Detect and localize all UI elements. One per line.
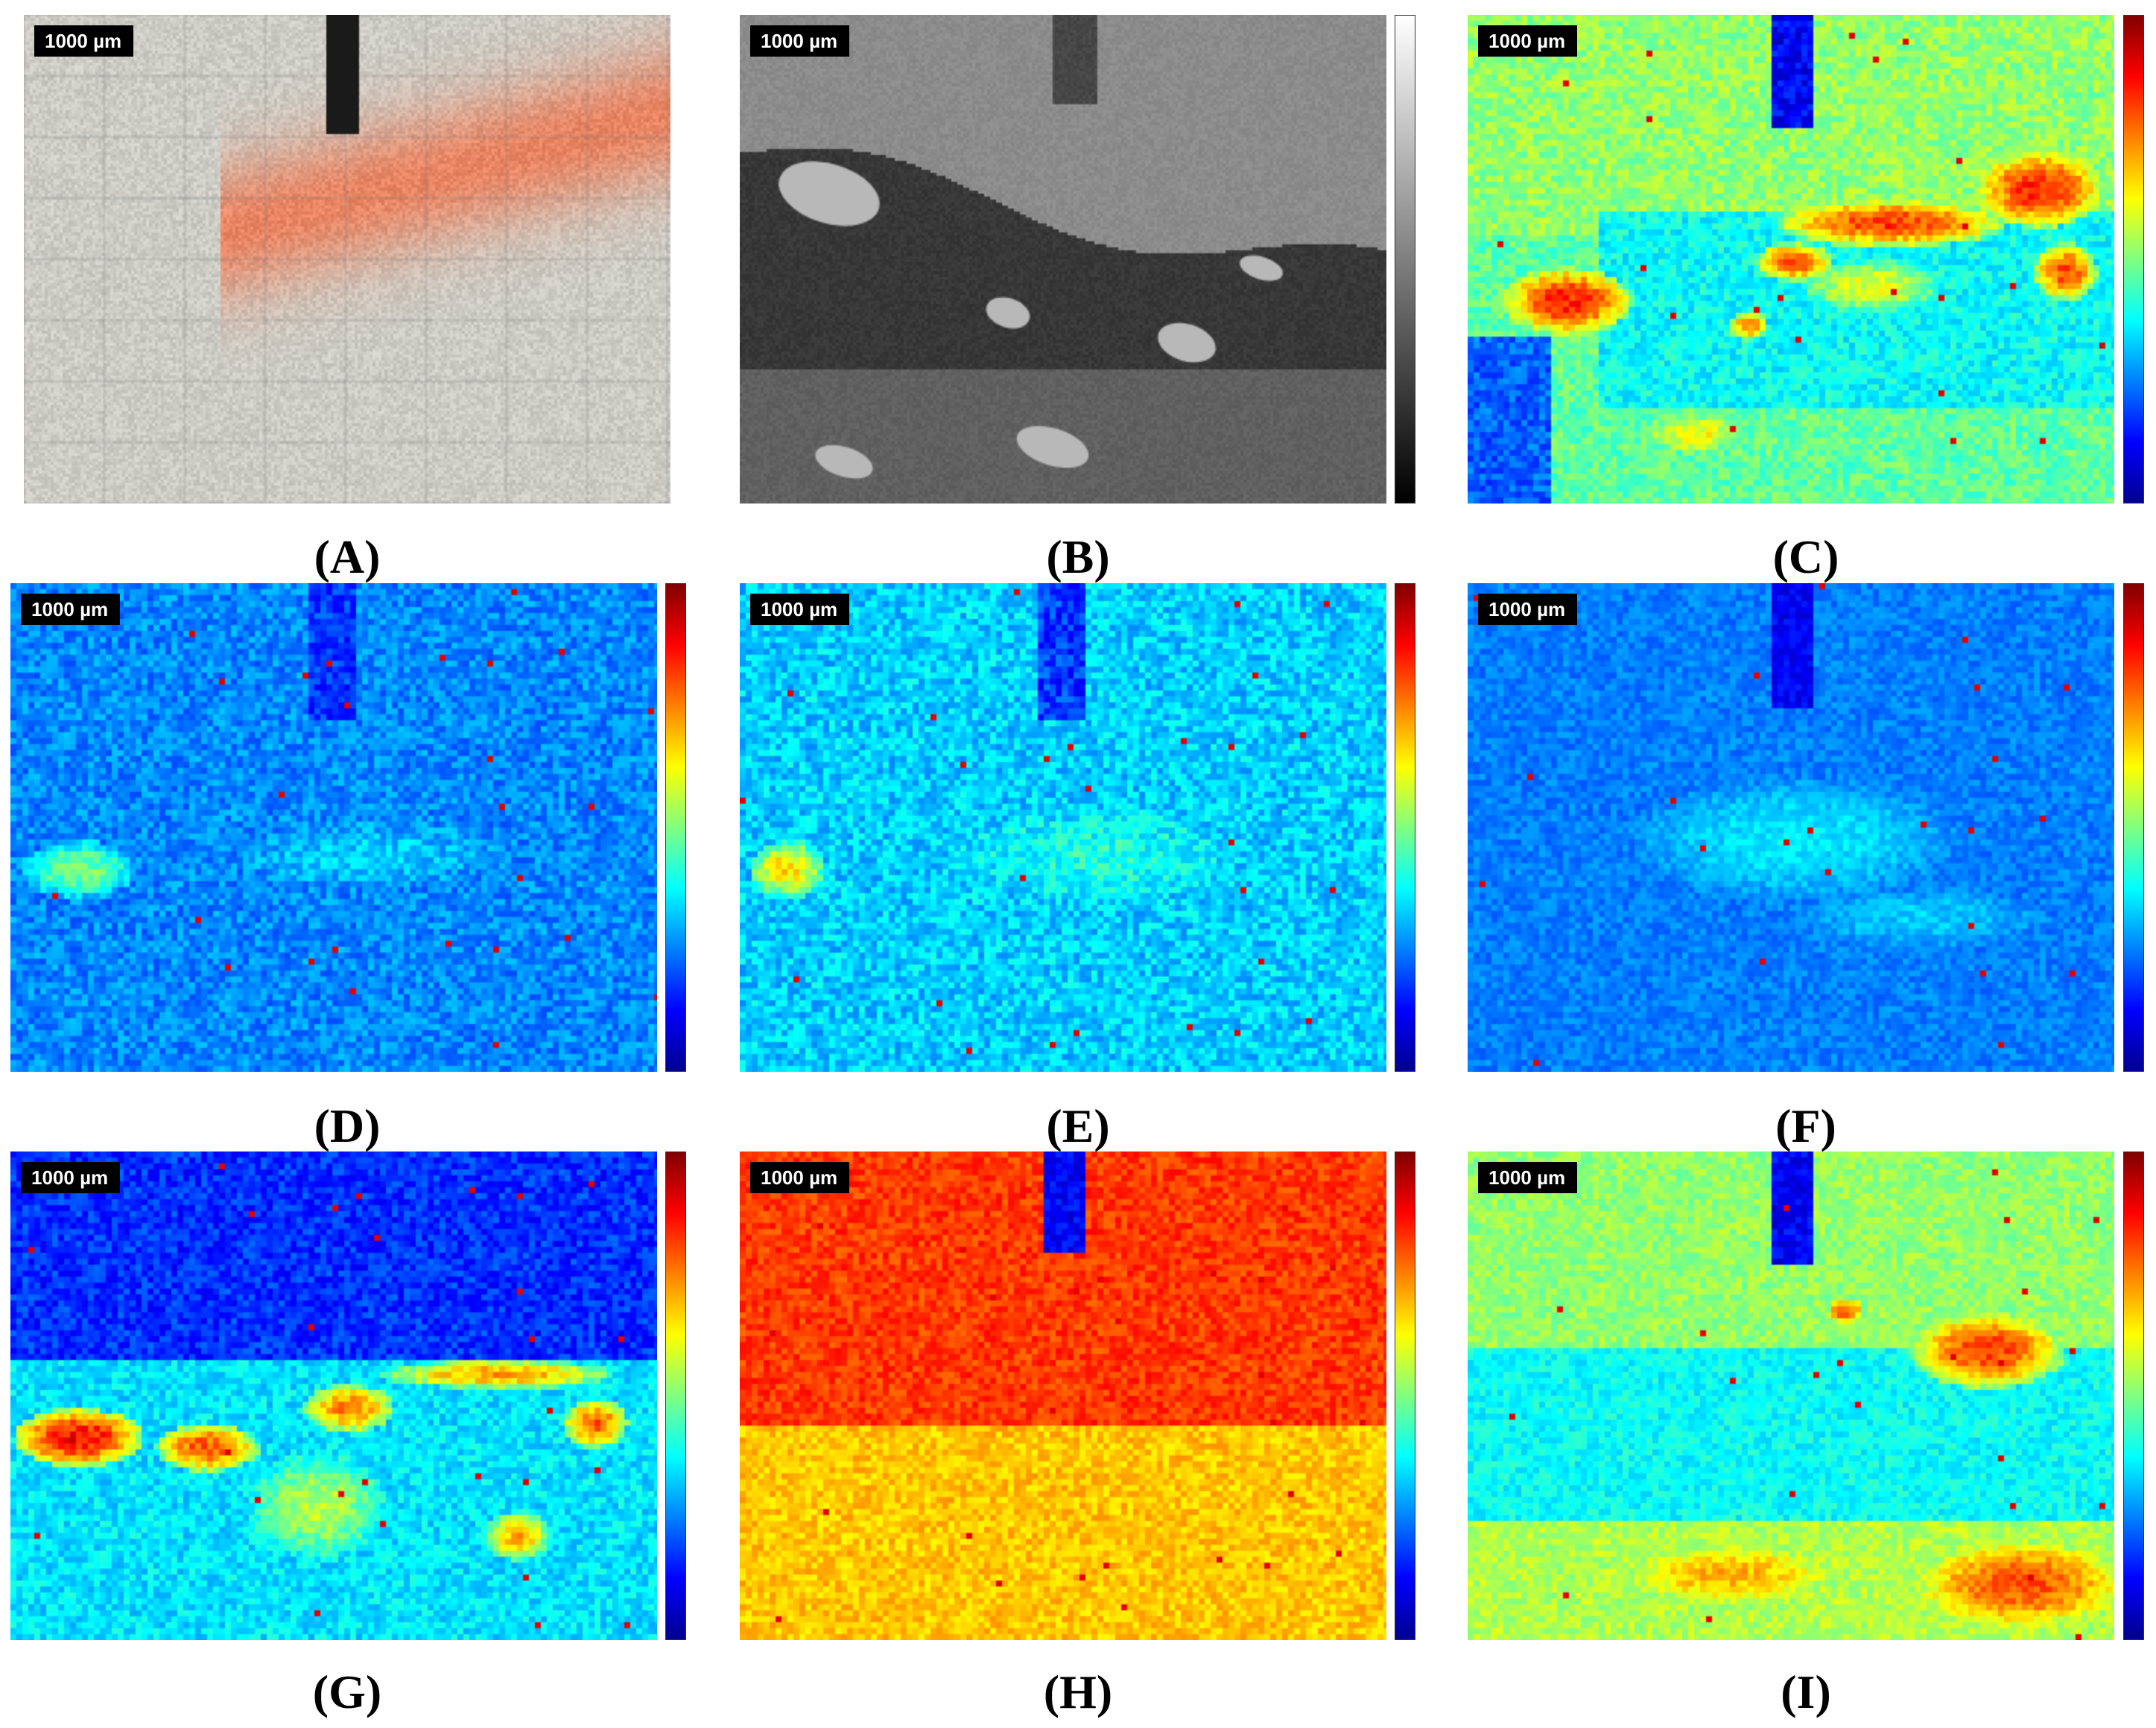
heatmap: 1000 µm xyxy=(1468,583,2114,1072)
panel-caption: (C) xyxy=(1772,530,1839,583)
scale-bar: 1000 µm xyxy=(1478,1162,1578,1193)
jet-colorbar xyxy=(2123,583,2144,1072)
panel-caption: (D) xyxy=(314,1099,381,1152)
scale-bar: 1000 µm xyxy=(1478,594,1578,625)
heatmap: 1000 µm xyxy=(1468,1152,2114,1640)
grayscale-map: 1000 µm xyxy=(740,15,1386,504)
scale-bar: 1000 µm xyxy=(21,1162,121,1193)
panel-caption: (E) xyxy=(1046,1099,1110,1152)
panel-caption: (H) xyxy=(1043,1665,1113,1718)
jet-colorbar xyxy=(665,1152,686,1640)
microscope-photo: 1000 µm xyxy=(24,15,670,504)
jet-colorbar xyxy=(1395,583,1415,1072)
scale-bar: 1000 µm xyxy=(750,1162,850,1193)
scale-bar: 1000 µm xyxy=(21,594,121,625)
grayscale-colorbar xyxy=(1395,15,1415,504)
panel-caption: (F) xyxy=(1775,1099,1836,1152)
panel-caption: (A) xyxy=(314,530,381,583)
heatmap: 1000 µm xyxy=(10,583,657,1072)
heatmap: 1000 µm xyxy=(10,1152,657,1640)
scale-bar: 1000 µm xyxy=(750,25,850,57)
jet-colorbar xyxy=(665,583,686,1072)
heatmap: 1000 µm xyxy=(740,1152,1386,1640)
panel-caption: (G) xyxy=(312,1665,382,1718)
heatmap: 1000 µm xyxy=(1468,15,2114,504)
scale-bar: 1000 µm xyxy=(750,594,850,625)
jet-colorbar xyxy=(2123,15,2144,504)
jet-colorbar xyxy=(1395,1152,1415,1640)
panel-caption: (I) xyxy=(1781,1665,1831,1718)
scale-bar: 1000 µm xyxy=(34,25,134,57)
jet-colorbar xyxy=(2123,1152,2144,1640)
heatmap: 1000 µm xyxy=(740,583,1386,1072)
scale-bar: 1000 µm xyxy=(1478,25,1578,57)
panel-caption: (B) xyxy=(1046,530,1110,583)
